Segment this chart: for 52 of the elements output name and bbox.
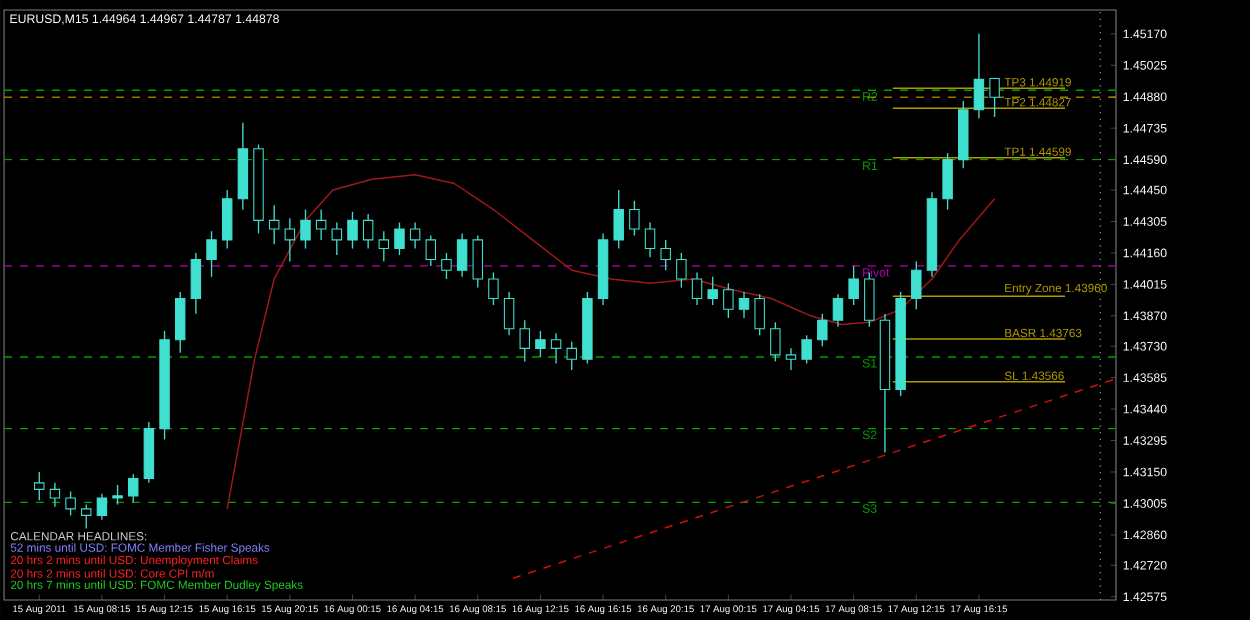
candlestick — [362, 213, 374, 250]
candlestick — [394, 221, 405, 256]
candlestick — [456, 232, 468, 278]
candlestick — [848, 265, 859, 306]
candlestick — [566, 341, 577, 371]
candlestick — [723, 282, 734, 319]
candlestick — [817, 312, 828, 347]
candlestick — [268, 204, 280, 245]
candlestick — [707, 276, 718, 306]
candlestick — [96, 493, 108, 521]
candlestick — [770, 321, 781, 363]
candlestick — [331, 221, 343, 256]
candlestick — [535, 330, 546, 358]
candlestick — [190, 252, 202, 315]
candlestick — [284, 217, 296, 263]
candlestick — [691, 271, 703, 306]
candlestick — [613, 189, 624, 250]
candlestick — [738, 291, 750, 319]
candlestick — [221, 189, 233, 250]
candlestick — [347, 211, 358, 250]
candlestick — [973, 33, 985, 120]
candlestick — [81, 503, 92, 530]
line-series — [226, 174, 996, 510]
candlestick — [754, 293, 765, 337]
candlestick — [519, 319, 530, 363]
candlestick — [425, 234, 437, 267]
candlestick — [34, 471, 45, 501]
candlestick — [676, 252, 687, 289]
candlestick — [488, 271, 499, 306]
candlestick — [503, 291, 515, 337]
candlestick — [801, 334, 812, 365]
candlestick — [550, 332, 562, 365]
candlestick — [832, 293, 844, 328]
candlestick — [472, 234, 484, 289]
candlestick — [315, 208, 327, 241]
candlestick — [911, 260, 922, 310]
candlestick — [300, 208, 311, 250]
candlestick — [206, 230, 217, 278]
candlestick — [629, 200, 640, 237]
candlestick — [112, 484, 123, 506]
candlestick — [174, 291, 186, 354]
candlestick — [378, 230, 390, 263]
candlestick — [660, 239, 671, 271]
candlestick — [441, 252, 452, 280]
candlestick — [49, 482, 61, 508]
candlestick — [785, 347, 797, 371]
candlestick — [644, 221, 656, 258]
candlestick — [942, 152, 953, 211]
candlestick — [127, 473, 139, 504]
candlestick — [989, 77, 1000, 118]
candlestick — [409, 221, 421, 250]
candlestick — [65, 490, 76, 517]
